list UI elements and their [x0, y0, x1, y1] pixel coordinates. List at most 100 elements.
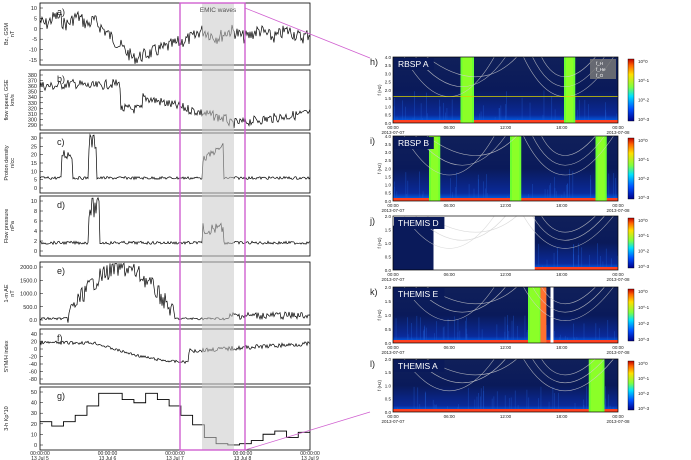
- spectrogram-panel-5: THEMIS Al)f (Hz)2.01.51.00.50.000:00 06:0…: [370, 357, 650, 424]
- x-tick-time: 00:00:00: [98, 451, 118, 457]
- gyrofrequency-curve: [532, 358, 605, 383]
- y-tick-label: 1.0: [385, 183, 392, 188]
- panel-letter: k): [370, 287, 378, 297]
- x-tick-label: 00:00: [612, 414, 624, 419]
- y-tick-label: 1.0: [385, 241, 392, 246]
- y-tick-label: -15: [29, 58, 37, 64]
- panel-frame: [392, 358, 619, 413]
- y-tick-label: 3.5: [385, 142, 392, 147]
- y-tick-label: -20: [29, 355, 37, 361]
- y-tick-label: 1.5: [385, 370, 392, 375]
- y-tick-label: 2.0: [385, 88, 392, 93]
- y-tick-label: 0.5: [385, 191, 392, 196]
- data-trace: [39, 78, 311, 129]
- y-tick-label: 3.5: [385, 63, 392, 68]
- x-tick-date: 13 Jul 5: [31, 456, 49, 460]
- gyrofrequency-curve: [541, 56, 596, 78]
- wave-power-bar: [540, 287, 547, 343]
- x-tick-label: 06:00: [444, 125, 456, 130]
- y-axis-label: flow speed, GSE: [4, 79, 10, 120]
- colorbar-tick: 10^-1: [638, 305, 650, 310]
- x-tick-label: 12:00: [500, 203, 512, 208]
- y-axis-label: 3-h Kp*10: [4, 406, 10, 430]
- spacecraft-title: RBSP A: [398, 59, 429, 69]
- x-tick-label: 00:00: [612, 203, 624, 208]
- y-tick-label: 0: [34, 249, 37, 255]
- title-box: [394, 360, 445, 372]
- y-tick-label: 0: [34, 186, 37, 192]
- x-date-label: 2013-07-07: [381, 208, 405, 213]
- gyrofrequency-curve: [541, 135, 596, 156]
- colorbar-tick: 10^-1: [638, 233, 650, 238]
- panel-frame: [39, 328, 311, 385]
- y-tick-label: 6: [34, 219, 37, 225]
- colorbar-tick: 10^-2: [638, 321, 650, 326]
- left-panel-6: f) 40 200 -20-40 -60-80 SYM/H index: [4, 328, 311, 385]
- panel-letter: c): [57, 137, 65, 147]
- y-tick-label: 320: [28, 106, 37, 112]
- colorbar-tick: 10^-3: [638, 195, 650, 200]
- y-tick-label: 370: [28, 79, 37, 85]
- gyrofrequency-curve: [404, 286, 495, 321]
- y-tick-label: 1000.0: [20, 292, 37, 298]
- colorbar-tick: 10^-2: [638, 97, 650, 102]
- colorbar-tick: 10^0: [638, 59, 648, 64]
- y-tick-label: 340: [28, 95, 37, 101]
- y-tick-label: 0.0: [29, 318, 37, 324]
- x-tick-label: 06:00: [444, 272, 456, 277]
- legend-entry: f_H: [596, 61, 603, 66]
- x-tick-label: 06:00: [444, 203, 456, 208]
- y-tick-label: 4: [34, 229, 37, 235]
- y-tick-label: -40: [29, 362, 37, 368]
- x-date-label: 2013-07-08: [606, 419, 630, 424]
- y-tick-label: 10: [31, 432, 37, 438]
- y-tick-label: 15: [31, 161, 37, 167]
- title-box: [394, 58, 434, 70]
- y-tick-label: 2000.0: [20, 265, 37, 271]
- y-axis-label: nT: [10, 290, 16, 297]
- x-tick-label: 18:00: [556, 203, 568, 208]
- gyrofrequency-curve: [523, 286, 614, 321]
- x-tick-time: 00:00:00: [233, 451, 253, 457]
- gyrofrequency-curve: [541, 215, 596, 233]
- y-axis-label: f (Hz): [377, 309, 382, 320]
- data-gap: [550, 287, 554, 343]
- panel-letter: a): [57, 7, 65, 17]
- y-tick-label: 8: [34, 209, 37, 215]
- x-date-label: 2013-07-08: [606, 130, 630, 135]
- spacecraft-title: THEMIS A: [398, 361, 438, 371]
- x-date-label: 2013-07-07: [381, 419, 405, 424]
- x-tick-time: 00:00:00: [30, 451, 50, 457]
- gyrofrequency-curve: [426, 56, 517, 77]
- y-axis-label: f (Hz): [377, 380, 382, 391]
- y-tick-label: 1.5: [385, 299, 392, 304]
- panel-letter: h): [370, 57, 378, 67]
- y-axis-label: km/s: [10, 94, 16, 106]
- emic-waves-label: EMIC waves: [200, 7, 237, 14]
- x-tick-label: 00:00: [387, 414, 399, 419]
- panel-frame: [39, 195, 311, 257]
- y-axis-label: nT: [10, 30, 16, 37]
- left-panel-1: a) 10 5 0 -5 -10 -15 Bz, GSM nT: [4, 2, 311, 66]
- spectrogram-panel-2: RBSP B i) f (Hz) 4.0 3.5 3.0 2.5 2.0 1.5 1.0 0.5 0.…: [370, 134, 650, 213]
- y-tick-label: 20: [31, 422, 37, 428]
- y-tick-label: 330: [28, 101, 37, 107]
- y-tick-label: 20: [31, 153, 37, 159]
- gyrofrequency-curve: [523, 215, 614, 249]
- colorbar-tick: 10^-1: [638, 157, 650, 162]
- y-axis-label: SYM/H index: [4, 340, 10, 372]
- legend-entry: f_He: [596, 67, 606, 72]
- panel-frame: [39, 386, 311, 451]
- y-tick-label: 0.0: [385, 199, 392, 204]
- data-trace: [39, 133, 311, 181]
- x-tick-label: 18:00: [556, 125, 568, 130]
- left-panel-7: g) 50 40 30 20 10 0 3-h Kp*10: [4, 386, 311, 451]
- wave-power-core: [431, 136, 439, 201]
- panel-frame: [392, 286, 619, 344]
- y-tick-label: 0: [34, 27, 37, 33]
- x-tick-label: 00:00: [387, 345, 399, 350]
- wave-power-core: [530, 287, 540, 343]
- data-segment: [393, 225, 434, 270]
- wave-power-core: [512, 136, 520, 201]
